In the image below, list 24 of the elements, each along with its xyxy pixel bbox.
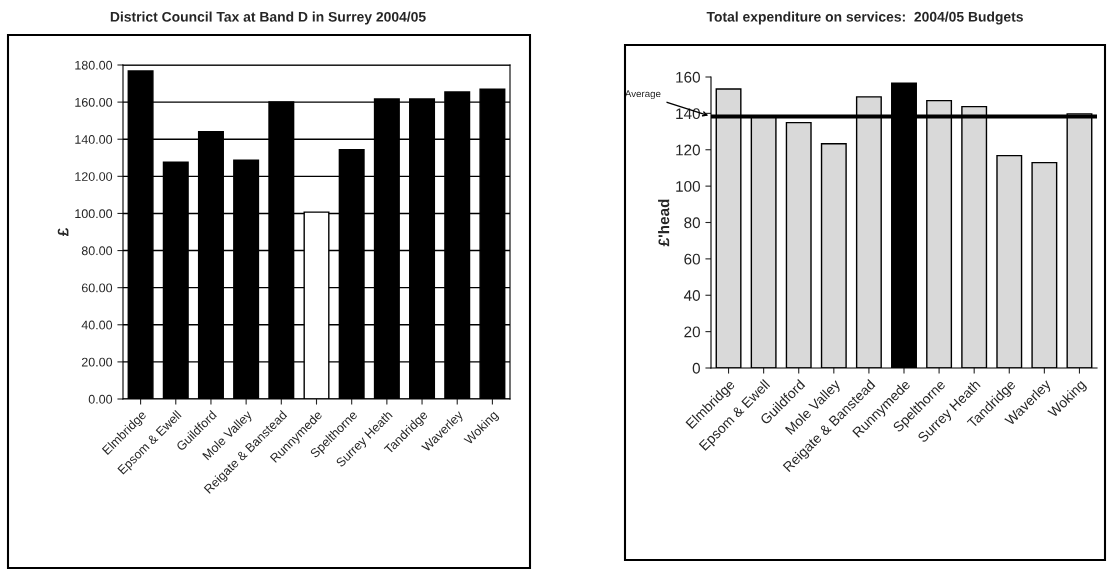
y-tick-label: 120 bbox=[676, 144, 700, 156]
chart-title: District Council Tax at Band D in Surrey 2004/05 bbox=[110, 11, 426, 25]
y-tick-label: 0 bbox=[692, 362, 700, 374]
y-axis-title: £ bbox=[57, 227, 69, 237]
ref-line-label: Average bbox=[624, 90, 661, 100]
chart-title: Total expenditure on services: 2004/05 Budgets bbox=[706, 11, 1023, 25]
y-tick-label: 60 bbox=[684, 253, 700, 265]
y-tick-label: 60.00 bbox=[81, 283, 113, 293]
y-tick-label: 180.00 bbox=[75, 60, 113, 70]
y-tick-label: 0.00 bbox=[88, 394, 113, 404]
y-tick-label: 100 bbox=[676, 180, 700, 192]
y-tick-label: 40 bbox=[683, 290, 700, 301]
y-tick-label: 80.00 bbox=[81, 246, 113, 256]
y-tick-label: 160.00 bbox=[75, 97, 113, 107]
y-tick-label: 20.00 bbox=[81, 357, 113, 367]
y-tick-label: 120.00 bbox=[75, 172, 113, 181]
y-tick-label: 160 bbox=[676, 71, 700, 83]
y-tick-label: 140 bbox=[676, 108, 700, 120]
y-tick-label: 80 bbox=[684, 217, 700, 229]
y-tick-label: 20 bbox=[684, 326, 700, 338]
y-axis-title: £'head bbox=[658, 199, 670, 247]
y-tick-label: 140.00 bbox=[75, 135, 113, 144]
y-tick-label: 40.00 bbox=[81, 320, 113, 330]
y-tick-label: 100.00 bbox=[75, 209, 113, 219]
